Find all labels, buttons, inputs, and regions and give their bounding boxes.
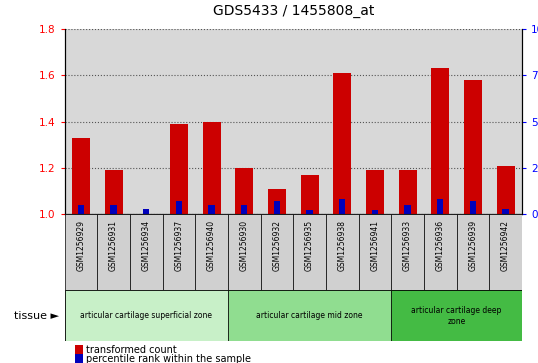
Bar [176, 201, 182, 214]
Bar [470, 201, 476, 214]
Bar [195, 214, 228, 290]
Bar [208, 205, 215, 214]
Bar [399, 170, 416, 214]
Bar [339, 199, 345, 214]
Text: transformed count: transformed count [86, 344, 177, 355]
Bar [464, 80, 482, 214]
Bar [72, 138, 90, 214]
Bar [497, 166, 514, 214]
Text: GSM1256935: GSM1256935 [305, 220, 314, 272]
Text: tissue ►: tissue ► [14, 311, 59, 321]
Bar [358, 214, 391, 290]
Bar [260, 214, 293, 290]
Text: GSM1256929: GSM1256929 [76, 220, 86, 271]
Text: GDS5433 / 1455808_at: GDS5433 / 1455808_at [213, 4, 374, 18]
Text: GSM1256941: GSM1256941 [370, 220, 379, 271]
Bar [366, 170, 384, 214]
Bar [431, 68, 449, 214]
Bar [78, 205, 84, 214]
Bar [457, 214, 489, 290]
Bar [130, 214, 162, 290]
Text: articular cartilage deep
zone: articular cartilage deep zone [412, 306, 502, 326]
Text: GSM1256931: GSM1256931 [109, 220, 118, 271]
Bar [307, 211, 313, 214]
Bar [203, 122, 221, 214]
Text: GSM1256939: GSM1256939 [469, 220, 477, 272]
Bar [228, 290, 391, 341]
Text: articular cartilage superficial zone: articular cartilage superficial zone [80, 311, 212, 320]
Text: GSM1256942: GSM1256942 [501, 220, 510, 271]
Bar [293, 214, 326, 290]
Text: articular cartilage mid zone: articular cartilage mid zone [256, 311, 363, 320]
Bar [97, 214, 130, 290]
Bar [110, 205, 117, 214]
Bar [326, 214, 358, 290]
Bar [104, 170, 123, 214]
Bar [65, 214, 97, 290]
Bar [268, 189, 286, 214]
Text: GSM1256934: GSM1256934 [141, 220, 151, 272]
Bar [162, 214, 195, 290]
Text: GSM1256938: GSM1256938 [338, 220, 346, 271]
Bar [143, 209, 150, 214]
Text: GSM1256932: GSM1256932 [272, 220, 281, 271]
Bar [391, 214, 424, 290]
Text: GSM1256933: GSM1256933 [403, 220, 412, 272]
Text: GSM1256940: GSM1256940 [207, 220, 216, 272]
Bar [372, 211, 378, 214]
Text: GSM1256936: GSM1256936 [436, 220, 445, 272]
Bar [489, 214, 522, 290]
Bar [437, 199, 443, 214]
Bar [228, 214, 260, 290]
Bar [241, 205, 247, 214]
Bar [170, 124, 188, 214]
Bar [235, 168, 253, 214]
Bar [274, 201, 280, 214]
Bar [502, 209, 508, 214]
Bar [333, 73, 351, 214]
Bar [424, 214, 457, 290]
Bar [301, 175, 318, 214]
Bar [65, 290, 228, 341]
Text: GSM1256937: GSM1256937 [174, 220, 183, 272]
Text: GSM1256930: GSM1256930 [240, 220, 249, 272]
Text: percentile rank within the sample: percentile rank within the sample [86, 354, 251, 363]
Bar [405, 205, 410, 214]
Bar [391, 290, 522, 341]
